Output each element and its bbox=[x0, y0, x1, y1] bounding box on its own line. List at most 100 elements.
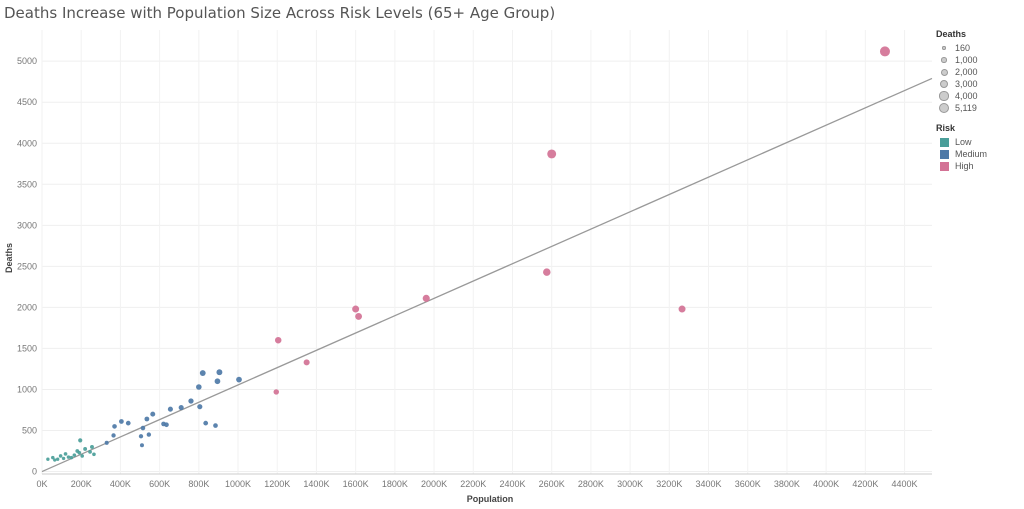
x-tick-label: 4400K bbox=[892, 479, 918, 489]
data-point-medium bbox=[196, 384, 202, 390]
color-legend-label: Medium bbox=[955, 149, 988, 159]
data-point-medium bbox=[139, 443, 144, 448]
data-point-low bbox=[78, 438, 83, 443]
x-tick-label: 4000K bbox=[813, 479, 839, 489]
x-tick-label: 3400K bbox=[696, 479, 722, 489]
data-point-medium bbox=[119, 419, 124, 424]
x-tick-label: 2000K bbox=[421, 479, 447, 489]
size-legend-label: 5,119 bbox=[955, 103, 977, 113]
color-legend-item-high[interactable]: High bbox=[936, 160, 1020, 172]
x-tick-label: 3600K bbox=[735, 479, 761, 489]
data-point-high bbox=[543, 268, 551, 276]
size-legend-label: 4,000 bbox=[955, 91, 978, 101]
size-legend-dot bbox=[939, 91, 949, 101]
data-point-low bbox=[72, 453, 77, 457]
size-legend-item: 5,119 bbox=[936, 102, 1020, 114]
data-point-low bbox=[83, 447, 88, 451]
y-tick-label: 3000 bbox=[17, 220, 37, 230]
data-point-low bbox=[80, 454, 84, 458]
data-point-low bbox=[51, 455, 55, 460]
data-point-low bbox=[58, 454, 63, 458]
y-tick-label: 2500 bbox=[17, 261, 37, 271]
x-tick-label: 400K bbox=[110, 479, 131, 489]
color-legend-item-medium[interactable]: Medium bbox=[936, 148, 1020, 160]
data-point-medium bbox=[104, 440, 109, 445]
y-tick-label: 0 bbox=[32, 467, 37, 477]
size-legend-item: 1,000 bbox=[936, 54, 1020, 66]
data-point-medium bbox=[199, 370, 206, 376]
color-legend-item-low[interactable]: Low bbox=[936, 136, 1020, 148]
size-legend-title: Deaths bbox=[936, 29, 967, 39]
data-point-low bbox=[77, 450, 82, 455]
size-legend-label: 2,000 bbox=[955, 67, 978, 77]
data-point-high bbox=[879, 46, 890, 57]
data-point-high bbox=[547, 149, 557, 159]
color-legend-swatch bbox=[939, 137, 949, 147]
data-point-medium bbox=[167, 406, 173, 412]
chart-title: Deaths Increase with Population Size Acr… bbox=[4, 4, 556, 22]
size-legend-dot bbox=[939, 79, 949, 89]
data-point-low bbox=[55, 457, 60, 461]
x-tick-label: 4200K bbox=[852, 479, 878, 489]
data-point-low bbox=[46, 457, 50, 461]
x-tick-label: 3800K bbox=[774, 479, 800, 489]
data-point-medium bbox=[197, 404, 203, 410]
color-legend-swatch bbox=[939, 161, 949, 171]
size-legend-item: 2,000 bbox=[936, 66, 1020, 78]
y-tick-label: 4000 bbox=[17, 138, 37, 148]
gridlines bbox=[41, 30, 932, 474]
axes: 0 500 1000 1500 2000 2500 3000 3500 4000 4500 5000… bbox=[17, 56, 932, 489]
size-legend-item: 160 bbox=[936, 42, 1020, 54]
trend-line-group bbox=[41, 77, 933, 473]
color-legend: Risk Low Medium High bbox=[936, 122, 1020, 172]
data-point-high bbox=[678, 305, 686, 313]
data-point-low bbox=[90, 444, 94, 449]
x-tick-label: 1600K bbox=[343, 479, 369, 489]
x-tick-label: 1200K bbox=[264, 479, 290, 489]
color-legend-items: Low Medium High bbox=[936, 136, 1020, 172]
data-point-high bbox=[274, 336, 282, 344]
size-legend-item: 3,000 bbox=[936, 78, 1020, 90]
x-tick-label: 3000K bbox=[617, 479, 643, 489]
size-legend-label: 160 bbox=[955, 43, 971, 53]
data-point-medium bbox=[112, 424, 117, 429]
data-point-medium bbox=[203, 420, 209, 426]
y-tick-label: 3500 bbox=[17, 179, 37, 189]
y-tick-label: 1000 bbox=[17, 384, 37, 394]
size-legend-dot bbox=[940, 68, 948, 76]
x-tick-label: 800K bbox=[188, 479, 209, 489]
y-axis-title: Deaths bbox=[4, 243, 14, 273]
data-point-medium bbox=[140, 425, 146, 431]
x-tick-label: 200K bbox=[71, 479, 92, 489]
x-tick-label: 2800K bbox=[578, 479, 604, 489]
size-legend-dot bbox=[942, 46, 946, 50]
y-tick-label: 4500 bbox=[17, 97, 37, 107]
x-tick-label: 3200K bbox=[656, 479, 682, 489]
data-point-high bbox=[355, 312, 363, 320]
data-point-medium bbox=[214, 378, 221, 385]
data-point-low bbox=[63, 452, 68, 456]
data-point-medium bbox=[146, 432, 152, 437]
x-tick-label: 2600K bbox=[539, 479, 565, 489]
data-points bbox=[46, 46, 890, 462]
data-point-high bbox=[422, 294, 430, 302]
color-legend-swatch bbox=[939, 149, 949, 159]
x-tick-label: 2400K bbox=[499, 479, 525, 489]
data-point-medium bbox=[150, 411, 156, 417]
legend: Deaths 160 1,000 2,000 3,000 4,000 5,119 Risk… bbox=[936, 28, 1020, 172]
size-legend: Deaths 160 1,000 2,000 3,000 4,000 5,119 bbox=[936, 28, 1020, 114]
size-legend-dot bbox=[941, 57, 947, 63]
x-tick-label: 2200K bbox=[460, 479, 486, 489]
data-point-low bbox=[88, 449, 92, 454]
data-point-high bbox=[303, 359, 310, 366]
x-tick-label: 600K bbox=[149, 479, 170, 489]
x-tick-label: 1400K bbox=[303, 479, 329, 489]
x-axis-title: Population bbox=[467, 494, 514, 504]
data-point-low bbox=[69, 455, 74, 460]
data-point-medium bbox=[125, 420, 131, 426]
size-legend-label: 1,000 bbox=[955, 55, 978, 65]
data-point-medium bbox=[216, 369, 223, 376]
color-legend-label: High bbox=[955, 161, 974, 171]
color-legend-title: Risk bbox=[936, 123, 956, 133]
